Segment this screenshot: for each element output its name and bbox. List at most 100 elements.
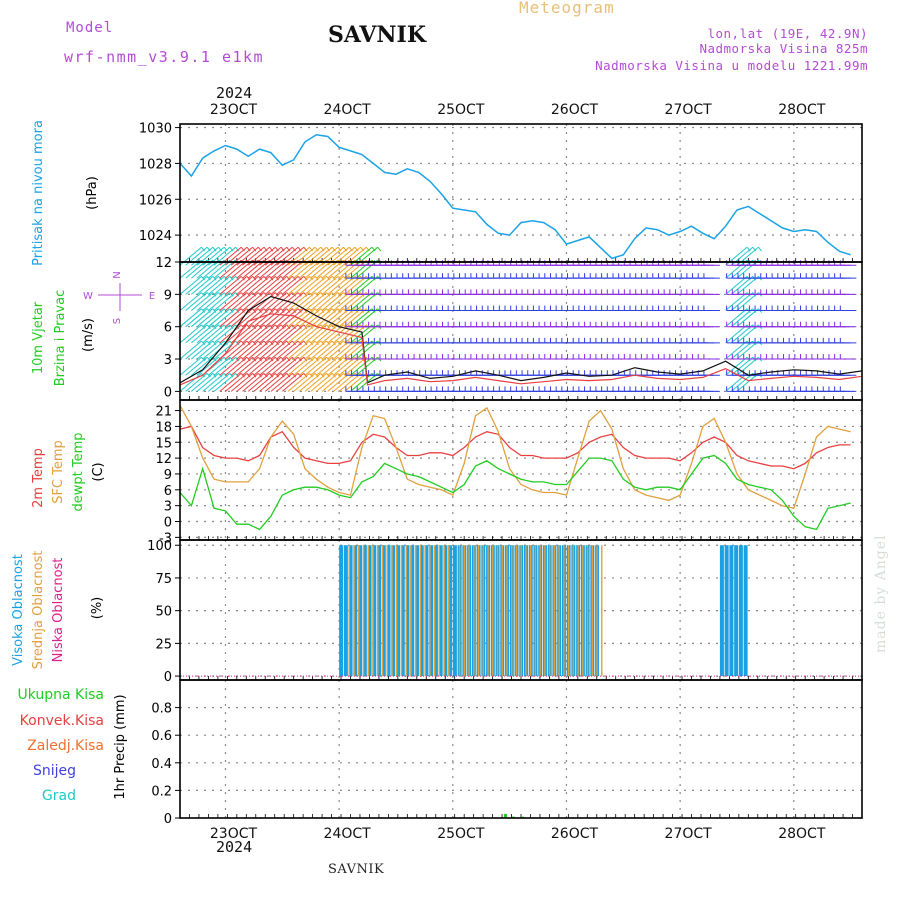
wind-barb-shaft [736, 275, 759, 295]
precip-axis-unit: 1hr Precip (mm) [113, 694, 128, 799]
panel-5-frame [179, 679, 863, 819]
wind-barb-flag [303, 246, 308, 252]
wind-barb-shaft [736, 308, 759, 328]
wind-barb-shaft [730, 340, 754, 360]
wind-barb-shaft [191, 292, 214, 311]
wind-barb-flag [377, 246, 382, 252]
wind-barb-shaft [196, 292, 219, 311]
wind-barb-shaft [253, 340, 276, 360]
wind-barb-shaft [196, 372, 219, 392]
wind-barb-shaft [293, 324, 316, 344]
wind-barb-shaft [299, 292, 322, 311]
y-tick-label: 18 [155, 420, 172, 435]
wind-barb-shaft [281, 308, 305, 328]
wind-barb-shaft [344, 356, 367, 376]
wind-barb-shaft [179, 324, 202, 344]
wind-barb-shaft [270, 259, 293, 279]
wind-barb-shaft [287, 356, 310, 376]
wind-barb-shaft [247, 340, 270, 360]
wind-barb-flag [274, 246, 279, 252]
wind-barb-shaft [281, 324, 305, 344]
wind-barb-shaft [299, 340, 322, 360]
wind-barb-shaft [253, 259, 276, 279]
high-cloud-bar [367, 545, 372, 677]
lonlat-label: lon,lat (19E, 42.9N) [707, 26, 868, 41]
wind-barb-shaft [247, 275, 270, 295]
wind-barb-shaft [350, 275, 373, 295]
wind-barb-flag [331, 246, 336, 252]
model-name: wrf-nmm_v3.9.1 e1km [64, 48, 265, 66]
high-cloud-bar [438, 545, 443, 677]
wind-barb-shaft [253, 324, 276, 344]
wind-barb-shaft [242, 356, 265, 376]
y-tick-label: 100 [147, 539, 172, 554]
wind-barb-shaft [281, 340, 305, 360]
wind-barb-shaft [202, 292, 225, 311]
wind-barb-shaft [304, 292, 327, 311]
low-cloud-axis-title: Niska Oblacnost [51, 558, 66, 663]
wind-axis-unit: (m/s) [81, 318, 96, 352]
wind-barb-shaft [316, 372, 339, 392]
wind-barb-shaft [310, 292, 333, 311]
y-tick-label: 12 [155, 452, 172, 467]
wind-barb-flag [360, 246, 365, 252]
wind-barb-shaft [219, 324, 242, 344]
wind-barb-shaft [196, 308, 219, 328]
wind-barb-shaft [730, 275, 754, 295]
high-cloud-bar [386, 545, 391, 677]
wind-barb-shaft [236, 356, 259, 376]
wind-barb-shaft [287, 292, 310, 311]
high-cloud-bar [362, 545, 367, 677]
year-label-top: 2024 [216, 84, 253, 102]
wind-barb-shaft [230, 372, 253, 392]
wind-barb-shaft [276, 275, 299, 295]
wind-barb-shaft [213, 292, 236, 311]
wind-barb-shaft [344, 372, 367, 392]
wind-barb-shaft [327, 308, 350, 328]
wind-barb-shaft [316, 324, 339, 344]
wind-barb-shaft [191, 356, 214, 376]
wind-barb-shaft [219, 308, 242, 328]
wind-barb-shaft [355, 356, 378, 376]
wind-barb-shaft [299, 356, 322, 376]
wind-barb-shaft [287, 275, 310, 295]
y-tick-label: 0.8 [151, 702, 172, 717]
wind-barb-shaft [316, 275, 339, 295]
x-tick-label-top: 25OCT [437, 102, 485, 118]
wind-barb-shaft [287, 259, 310, 279]
wind-barb-shaft [230, 356, 253, 376]
wind-barb-shaft [350, 308, 373, 328]
wind-barb-shaft [327, 372, 350, 392]
wind-barb-shaft [196, 275, 219, 295]
temp2m-axis-title: 2m Temp [31, 448, 46, 508]
wind-barb-shaft [259, 372, 282, 392]
wind-barb-shaft [281, 356, 305, 376]
wind-barb-shaft [355, 292, 378, 311]
wind-barb-shaft [293, 356, 316, 376]
precip-legend-5: Grad [42, 788, 76, 804]
wind-barb-shaft [344, 324, 367, 344]
panel-1-grid: 1024 1026 1028 1030 [139, 122, 862, 262]
wind-barb-shaft [736, 324, 759, 344]
high-cloud-bar [433, 545, 438, 677]
high-cloud-bar [738, 545, 743, 677]
wind-barb-shaft [299, 275, 322, 295]
wind-barb-shaft [338, 356, 361, 376]
wind-barb-flag [201, 246, 206, 252]
high-cloud-bar [358, 545, 363, 677]
wind-barb-shaft [185, 292, 208, 311]
wind-barb-shaft [225, 259, 248, 279]
wind-barb-shaft [185, 275, 208, 295]
precip-legend-4: Snijeg [33, 763, 76, 779]
wind-barb-shaft [730, 324, 754, 344]
wind-barb-shaft [185, 308, 208, 328]
wind-barb-shaft [236, 292, 259, 311]
wind-barb-shaft [310, 356, 333, 376]
wind-barb-shaft [219, 372, 242, 392]
wind-barb-shaft [316, 356, 339, 376]
wind-barb-shaft [259, 340, 282, 360]
wind-barb-shaft [310, 275, 333, 295]
wind-barb-flag [297, 246, 302, 252]
wind-barb-shaft [247, 259, 270, 279]
wind-barb-shaft [350, 324, 373, 344]
